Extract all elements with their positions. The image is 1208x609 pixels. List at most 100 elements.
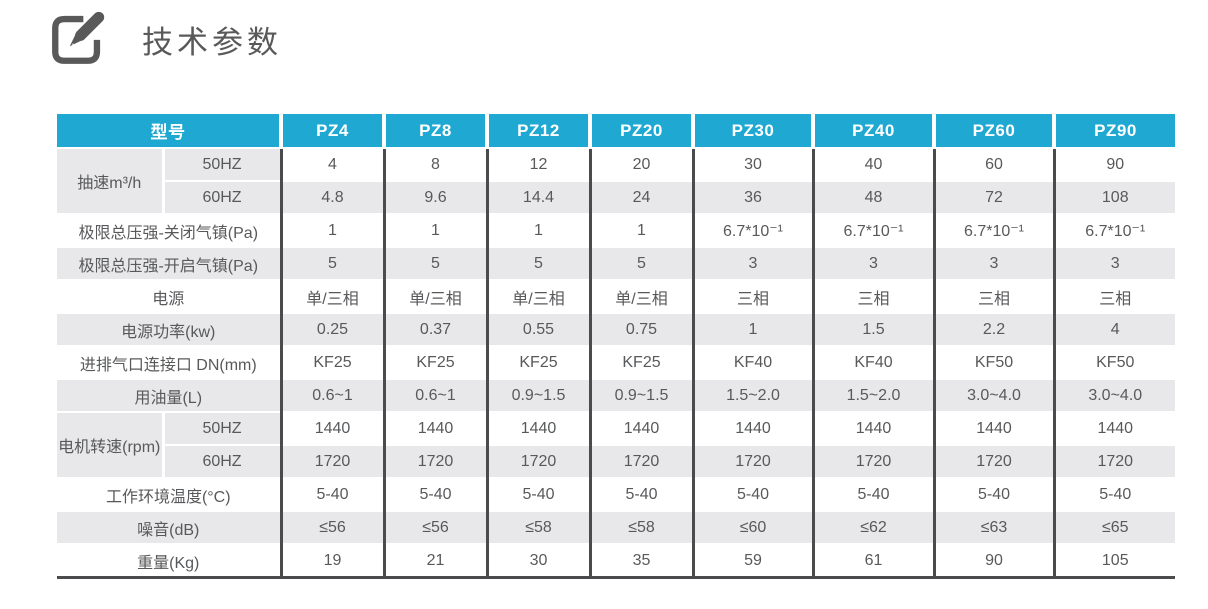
spec-cell: KF50 xyxy=(932,345,1054,379)
spec-cell: 1440 xyxy=(485,411,590,445)
table-row-weight: 重量(Kg) 19 21 30 35 59 61 90 105 xyxy=(57,543,1175,579)
spec-cell: 24 xyxy=(588,180,693,214)
header-cell-pz90: PZ90 xyxy=(1054,114,1175,149)
spec-cell: 5 xyxy=(279,246,384,280)
spec-cell: 21 xyxy=(382,543,487,579)
table-row-power-supply: 电源 单/三相 单/三相 单/三相 单/三相 三相 三相 三相 三相 xyxy=(57,279,1175,313)
table-row-ultimate-pressure-open: 极限总压强-开启气镇(Pa) 5 5 5 5 3 3 3 3 xyxy=(57,246,1175,280)
row-sub-label: 60HZ xyxy=(161,444,281,478)
spec-cell: ≤56 xyxy=(279,510,384,544)
spec-cell: 1720 xyxy=(1052,444,1175,478)
table-row-pumping-speed-60hz: 60HZ 4.8 9.6 14.4 24 36 48 72 108 xyxy=(57,180,1175,214)
header-cell-pz12: PZ12 xyxy=(487,114,592,149)
spec-cell: 1720 xyxy=(588,444,693,478)
table-header-row: 型号 PZ4 PZ8 PZ12 PZ20 PZ30 PZ40 PZ60 PZ90 xyxy=(57,114,1175,149)
spec-cell: 3 xyxy=(691,246,813,280)
spec-cell: 2.2 xyxy=(932,312,1054,346)
header-cell-pz30: PZ30 xyxy=(693,114,815,149)
spec-cell: 1720 xyxy=(932,444,1054,478)
row-label: 重量(Kg) xyxy=(57,543,281,579)
row-label: 电源 xyxy=(57,279,281,313)
spec-cell: 5-40 xyxy=(382,477,487,511)
spec-cell: 5-40 xyxy=(691,477,813,511)
spec-cell: 1440 xyxy=(691,411,813,445)
spec-cell: KF40 xyxy=(691,345,813,379)
section-title-row: 技术参数 xyxy=(48,10,1208,68)
spec-cell: 6.7*10⁻¹ xyxy=(1052,213,1175,247)
spec-cell: 0.9~1.5 xyxy=(485,378,590,412)
row-label: 电源功率(kw) xyxy=(57,312,281,346)
spec-cell: 0.55 xyxy=(485,312,590,346)
spec-cell: 1440 xyxy=(588,411,693,445)
row-label: 进排气口连接口 DN(mm) xyxy=(57,345,281,379)
spec-cell: ≤58 xyxy=(485,510,590,544)
spec-cell: KF25 xyxy=(588,345,693,379)
spec-cell: KF50 xyxy=(1052,345,1175,379)
spec-cell: 1720 xyxy=(382,444,487,478)
spec-cell: 1440 xyxy=(279,411,384,445)
spec-cell: 9.6 xyxy=(382,180,487,214)
row-sub-label: 50HZ xyxy=(161,411,281,445)
page-title: 技术参数 xyxy=(142,24,282,60)
row-group-label: 抽速m³/h xyxy=(57,147,163,214)
spec-cell: 0.9~1.5 xyxy=(588,378,693,412)
spec-cell: 3 xyxy=(1052,246,1175,280)
spec-cell: 59 xyxy=(691,543,813,579)
spec-cell: 1 xyxy=(382,213,487,247)
spec-cell: 8 xyxy=(382,147,487,181)
spec-cell: 0.75 xyxy=(588,312,693,346)
spec-cell: 三相 xyxy=(932,279,1054,313)
spec-cell: 108 xyxy=(1052,180,1175,214)
spec-cell: 14.4 xyxy=(485,180,590,214)
spec-cell: 0.6~1 xyxy=(279,378,384,412)
edit-pencil-icon xyxy=(52,11,105,64)
row-label: 工作环境温度(°C) xyxy=(57,477,281,511)
spec-cell: 单/三相 xyxy=(588,279,693,313)
spec-cell: 1 xyxy=(588,213,693,247)
table-row-power-rating: 电源功率(kw) 0.25 0.37 0.55 0.75 1 1.5 2.2 4 xyxy=(57,312,1175,346)
spec-cell: 5 xyxy=(485,246,590,280)
spec-cell: 三相 xyxy=(811,279,934,313)
spec-cell: 5-40 xyxy=(485,477,590,511)
header-cell-pz60: PZ60 xyxy=(934,114,1056,149)
spec-cell: 0.6~1 xyxy=(382,378,487,412)
table-row-ultimate-pressure-closed: 极限总压强-关闭气镇(Pa) 1 1 1 1 6.7*10⁻¹ 6.7*10⁻¹… xyxy=(57,213,1175,247)
table-row-oil-capacity: 用油量(L) 0.6~1 0.6~1 0.9~1.5 0.9~1.5 1.5~2… xyxy=(57,378,1175,412)
spec-cell: 1440 xyxy=(1052,411,1175,445)
spec-cell: 4 xyxy=(1052,312,1175,346)
spec-cell: KF40 xyxy=(811,345,934,379)
table-row-pumping-speed-50hz: 抽速m³/h 50HZ 4 8 12 20 30 40 60 90 xyxy=(57,147,1175,214)
spec-cell: 1440 xyxy=(382,411,487,445)
spec-cell: 5-40 xyxy=(279,477,384,511)
spec-cell: 1.5~2.0 xyxy=(691,378,813,412)
spec-cell: 6.7*10⁻¹ xyxy=(811,213,934,247)
spec-cell: 单/三相 xyxy=(382,279,487,313)
spec-cell: 36 xyxy=(691,180,813,214)
spec-cell: 0.25 xyxy=(279,312,384,346)
spec-cell: 12 xyxy=(485,147,590,181)
spec-cell: KF25 xyxy=(485,345,590,379)
spec-cell: 30 xyxy=(691,147,813,181)
spec-cell: 1440 xyxy=(932,411,1054,445)
spec-cell: 5-40 xyxy=(932,477,1054,511)
spec-cell: 3.0~4.0 xyxy=(932,378,1054,412)
spec-cell: 6.7*10⁻¹ xyxy=(932,213,1054,247)
spec-cell: 3 xyxy=(932,246,1054,280)
header-cell-pz20: PZ20 xyxy=(590,114,695,149)
spec-cell: 61 xyxy=(811,543,934,579)
table-row-inlet-connection: 进排气口连接口 DN(mm) KF25 KF25 KF25 KF25 KF40 … xyxy=(57,345,1175,379)
spec-cell: 1.5 xyxy=(811,312,934,346)
spec-cell: ≤65 xyxy=(1052,510,1175,544)
spec-cell: 单/三相 xyxy=(279,279,384,313)
spec-cell: 35 xyxy=(588,543,693,579)
spec-cell: 5 xyxy=(382,246,487,280)
spec-cell: 三相 xyxy=(691,279,813,313)
spec-cell: ≤62 xyxy=(811,510,934,544)
row-label: 极限总压强-关闭气镇(Pa) xyxy=(57,213,281,247)
spec-cell: 90 xyxy=(932,543,1054,579)
spec-cell: 20 xyxy=(588,147,693,181)
table-row-operating-temperature: 工作环境温度(°C) 5-40 5-40 5-40 5-40 5-40 5-40… xyxy=(57,477,1175,511)
spec-cell: 5 xyxy=(588,246,693,280)
spec-cell: 60 xyxy=(932,147,1054,181)
spec-cell: 4 xyxy=(279,147,384,181)
